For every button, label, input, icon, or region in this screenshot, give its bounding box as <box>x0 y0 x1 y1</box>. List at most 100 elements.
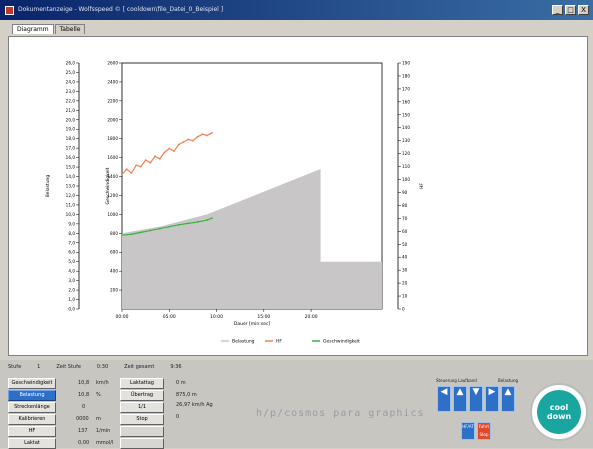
right-axis-tick-label: 170 <box>402 86 410 91</box>
left-axis-tick-label: 26,0 <box>66 61 76 66</box>
empty-field-2[interactable] <box>120 438 164 449</box>
fahrt-stop-button[interactable]: Fahrt Stop <box>477 422 491 440</box>
cooldown-line2: down <box>546 412 572 421</box>
cooldown-logo: cool down <box>537 390 581 434</box>
empty-field-1[interactable] <box>120 426 164 437</box>
series-geschwindigkeit-line-point <box>187 222 190 225</box>
series-hf-line-point <box>192 139 194 142</box>
uebertrag-value: 875,0 m <box>176 392 197 398</box>
laktattag-button[interactable]: Laktattag <box>120 378 164 389</box>
arrow-down-icon: ▼ <box>472 387 480 397</box>
belastung-value: 10,8 <box>78 392 90 398</box>
arrow-up-icon: ▲ <box>456 387 464 397</box>
uebertrag-button[interactable]: Übertrag <box>120 390 164 401</box>
left-axis-tick-label: 17,0 <box>66 146 76 151</box>
status-bar: Stufe 1 Zeit Stufe 0:30 Zeit gesamt 9:36 <box>4 362 589 372</box>
streckenlaenge-button[interactable]: Streckenlänge <box>8 402 56 413</box>
speed-up-button[interactable]: ▲ <box>453 386 467 412</box>
series-hf-line-point <box>187 138 190 141</box>
tab-strip: Diagramm Tabelle <box>12 24 86 34</box>
series-geschwindigkeit-line-point <box>196 221 199 223</box>
speed-readout: 26,97 km/h Ag <box>176 402 213 408</box>
arrow-up-icon: ▲ <box>504 387 512 397</box>
hf-button[interactable]: HF <box>8 426 56 437</box>
speed-left-button[interactable]: ◀ <box>437 386 451 412</box>
chart-panel: 0,0 1,0 2,0 3,0 4,0 5,0 6,0 7,0 8,0 9,0 10,0 11,0 12… <box>8 36 588 356</box>
series-geschwindigkeit-line-point <box>140 231 142 234</box>
tab-tabelle[interactable]: Tabelle <box>54 24 86 34</box>
inner-axis-tick-label: 1400 <box>107 174 118 179</box>
left-axis-tick-label: 20,0 <box>66 117 76 122</box>
left-axis-tick-label: 13,0 <box>66 184 76 189</box>
series-hf-line-point <box>130 172 133 174</box>
left-axis-tick-label: 5,0 <box>68 259 75 264</box>
maximize-button[interactable]: □ <box>565 5 576 15</box>
load-up-button[interactable]: ▲ <box>501 386 515 412</box>
x-axis-tick-label: 05:00 <box>163 314 176 320</box>
inner-axis-tick-label: 2600 <box>107 61 118 66</box>
inner-axis-tick-label: 800 <box>110 231 118 236</box>
arrow-left-icon: ◀ <box>440 387 448 397</box>
right-axis-tick-label: 20 <box>402 281 408 286</box>
belastung-button[interactable]: Belastung <box>8 390 56 401</box>
left-axis-tick-label: 3,0 <box>68 278 75 283</box>
left-axis-tick-label: 10,0 <box>66 212 76 217</box>
left-axis-tick-label: 18,0 <box>66 136 76 141</box>
right-axis-title: HF <box>419 183 425 189</box>
left-axis-tick-label: 21,0 <box>66 108 76 113</box>
series-hf-line-point <box>177 143 180 146</box>
x-axis-tick-label: 20:00 <box>305 314 318 320</box>
x-axis-title: Dauer [min:sec] <box>234 321 270 327</box>
right-axis-tick-label: 100 <box>402 177 410 182</box>
left-axis-tick-label: 16,0 <box>66 155 76 160</box>
inner-axis-tick-label: 2400 <box>107 79 118 84</box>
app-icon <box>5 6 14 15</box>
series-hf-line-point <box>125 168 128 171</box>
x-axis-tick-label: 00:00 <box>116 314 129 320</box>
speed-right-button[interactable]: ▶ <box>485 386 499 412</box>
left-axis-tick-label: 7,0 <box>68 240 75 245</box>
hf-at-button[interactable]: HF/AT <box>461 422 475 440</box>
right-axis-tick-label: 10 <box>402 294 408 299</box>
left-axis-tick-label: 14,0 <box>66 174 76 179</box>
geschwindigkeit-button[interactable]: Geschwindigkeit <box>8 378 56 389</box>
series-geschwindigkeit-line-point <box>168 225 171 228</box>
left-axis-tick-label: 11,0 <box>66 202 76 207</box>
zeit-gesamt-label: Zeit gesamt <box>124 364 155 370</box>
stop-button[interactable]: Stop <box>120 414 164 425</box>
series-hf-line-point <box>121 173 123 176</box>
right-axis-tick-label: 120 <box>402 151 410 156</box>
cooldown-button[interactable]: cool down <box>530 383 588 441</box>
laktat-unit: mmol/l <box>96 440 114 446</box>
left-axis-tick-label: 0,0 <box>68 307 75 312</box>
speed-down-button[interactable]: ▼ <box>469 386 483 412</box>
kalibrieren-unit: m <box>96 416 101 422</box>
hf-unit: 1/min <box>96 428 111 434</box>
left-axis-tick-label: 25,0 <box>66 70 76 75</box>
arrow-right-icon: ▶ <box>488 387 496 397</box>
kalibrieren-button[interactable]: Kalibrieren <box>8 414 56 425</box>
left-axis-tick-label: 8,0 <box>68 231 75 236</box>
kalibrieren-value: 0000 <box>76 416 89 422</box>
series-geschwindigkeit-line-point <box>206 219 208 221</box>
inner-axis-tick-label: 2200 <box>107 98 118 103</box>
belastung-unit: % <box>96 392 101 398</box>
left-axis-tick-label: 6,0 <box>68 250 75 255</box>
left-axis-tick-label: 23,0 <box>66 89 76 94</box>
left-axis-tick-label: 1,0 <box>68 297 75 302</box>
right-axis-tick-label: 30 <box>402 268 408 273</box>
minimize-button[interactable]: _ <box>552 5 563 15</box>
fraction-button[interactable]: 1/1 <box>120 402 164 413</box>
series-hf-line-point <box>144 159 147 162</box>
brand-text: h/p/cosmos para graphics <box>256 408 425 419</box>
inner-axis-tick-label: 1200 <box>107 193 118 198</box>
series-geschwindigkeit-line-point <box>149 229 152 232</box>
close-button[interactable]: X <box>578 5 589 15</box>
chart: 0,0 1,0 2,0 3,0 4,0 5,0 6,0 7,0 8,0 9,0 10,0 11,0 12… <box>45 61 425 345</box>
laktat-button[interactable]: Laktat <box>8 438 56 449</box>
right-axis-tick-label: 40 <box>402 255 408 260</box>
left-axis-tick-label: 12,0 <box>66 193 76 198</box>
left-axis-tick-label: 4,0 <box>68 269 75 274</box>
tab-diagramm[interactable]: Diagramm <box>12 24 54 34</box>
zeit-gesamt-value: 9:36 <box>170 364 182 370</box>
